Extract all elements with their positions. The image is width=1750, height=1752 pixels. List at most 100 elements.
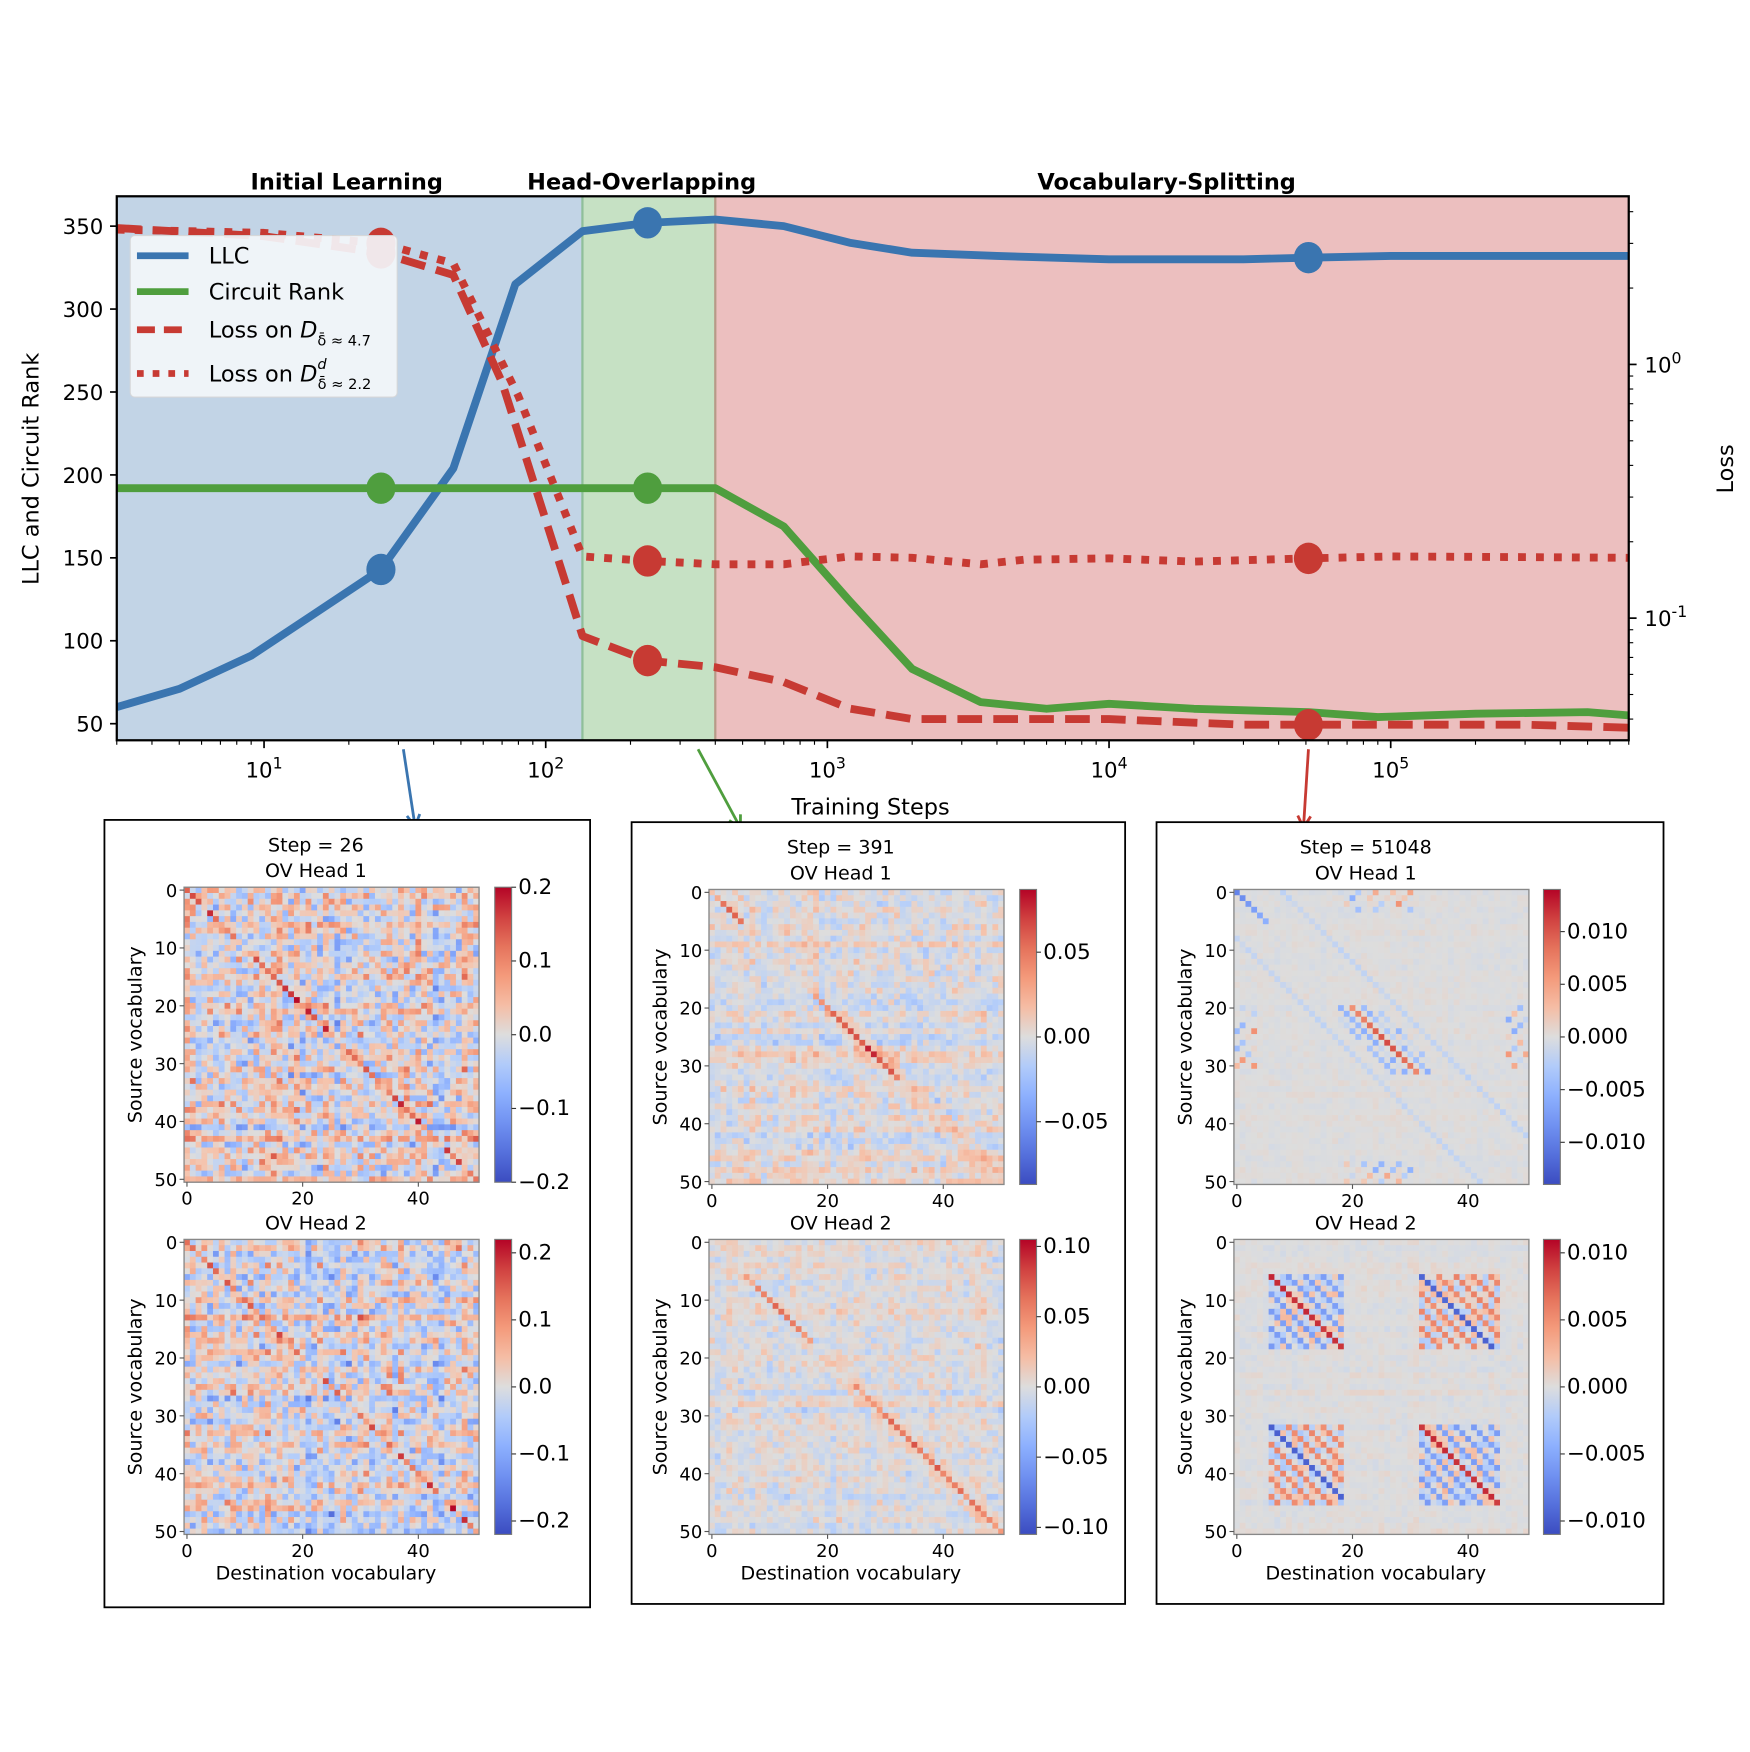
heatmap-cell xyxy=(363,893,370,900)
heatmap-cell xyxy=(259,1020,266,1027)
heatmap-cell xyxy=(322,1337,330,1344)
heatmap-cell xyxy=(311,1447,318,1454)
heatmap-cell xyxy=(236,1147,243,1154)
heatmap-cell xyxy=(218,1407,225,1414)
heatmap-cell xyxy=(212,887,220,894)
heatmap-cell xyxy=(427,939,434,946)
heatmap-cell xyxy=(369,1303,376,1310)
heatmap-cell xyxy=(288,1366,295,1373)
heatmap-cell xyxy=(241,979,249,986)
heatmap-cell xyxy=(369,1285,376,1292)
heatmap-cell xyxy=(427,1447,434,1454)
y-right-tick-label: 10-1 xyxy=(1644,602,1687,632)
heatmap-cell xyxy=(288,1164,295,1172)
heatmap-cell xyxy=(212,910,220,917)
heatmap-cell xyxy=(467,1372,474,1379)
heatmap-cell xyxy=(218,1020,225,1027)
heatmap-cell xyxy=(403,1389,411,1396)
heatmap-cell xyxy=(253,1089,260,1096)
heatmap-cell xyxy=(386,1285,393,1292)
heatmap-cell xyxy=(288,1355,295,1362)
heatmap-cell xyxy=(265,945,272,952)
heatmap-cell xyxy=(288,1470,295,1477)
heatmap-cell xyxy=(398,1031,405,1038)
heatmap-cell xyxy=(282,1049,289,1056)
heatmap-cell xyxy=(403,1020,411,1027)
heatmap-cell xyxy=(438,985,445,992)
heatmap-cell xyxy=(241,1130,249,1137)
heatmap-cell xyxy=(403,1470,411,1477)
heatmap-cell xyxy=(357,1372,364,1379)
heatmap-cell xyxy=(374,1083,382,1091)
heatmap-cell xyxy=(224,1476,231,1483)
heatmap-cell xyxy=(444,1118,451,1125)
heatmap-cell xyxy=(427,1464,434,1472)
heatmap-cell xyxy=(340,1002,347,1010)
heatmap-cell xyxy=(444,1482,451,1489)
heatmap-cell xyxy=(415,1482,422,1489)
heatmap-cell xyxy=(265,1436,272,1443)
heatmap-cell xyxy=(328,1470,335,1477)
heatmap-cell xyxy=(380,1326,387,1333)
heatmap-cell xyxy=(299,1337,306,1344)
heatmap-cell xyxy=(415,1107,422,1114)
heatmap-cell xyxy=(369,1453,376,1460)
heatmap-cell xyxy=(351,1303,358,1310)
heatmap-cell xyxy=(270,1176,278,1183)
heatmap-cell xyxy=(444,1389,451,1396)
heatmap-cell xyxy=(450,1297,457,1304)
x-tick-label: 103 xyxy=(809,753,846,783)
heatmap-cell xyxy=(293,1118,301,1125)
heatmap-cell xyxy=(334,1337,341,1344)
heatmap-cell xyxy=(259,973,266,981)
heatmap-cell xyxy=(236,1072,243,1079)
heatmap-cell xyxy=(380,973,387,981)
heatmap-cell xyxy=(184,1384,191,1391)
heatmap-cell xyxy=(328,1066,335,1073)
heatmap-cell xyxy=(473,1308,480,1315)
heatmap-cell xyxy=(346,1372,353,1379)
heatmap-cell xyxy=(403,1303,411,1310)
heatmap-cell xyxy=(461,1043,468,1050)
legend-label-4: Loss on Dd δ̄ ≈ 2.2 xyxy=(209,356,372,393)
heatmap-cell xyxy=(380,1314,387,1321)
heatmap-cell xyxy=(473,1384,480,1391)
heatmap-cell xyxy=(351,898,358,905)
heatmap-cell xyxy=(189,1355,197,1362)
heatmap-cell xyxy=(409,1135,416,1143)
heatmap-cell xyxy=(374,898,382,905)
heatmap-cell xyxy=(415,916,422,923)
heatmap-cell xyxy=(455,921,463,929)
heatmap-cell xyxy=(432,904,439,911)
heatmap-cell xyxy=(340,1343,347,1350)
heatmap-cell xyxy=(467,1268,474,1275)
heatmap-cell xyxy=(270,939,278,946)
heatmap-cell xyxy=(427,997,434,1004)
heatmap-cell xyxy=(427,1101,434,1108)
heatmap-cell xyxy=(398,1360,405,1368)
heatmap-cell xyxy=(334,1124,341,1131)
heatmap-cell xyxy=(357,1089,364,1096)
heatmap-cell xyxy=(207,1089,214,1096)
heatmap-cell xyxy=(259,1349,266,1356)
heatmap-cell xyxy=(218,1037,225,1044)
heatmap-cell xyxy=(236,1441,243,1449)
heatmap-cell xyxy=(374,991,382,998)
heatmap-cell xyxy=(461,1130,468,1137)
heatmap-cell xyxy=(184,1476,191,1483)
heatmap-cell xyxy=(293,1366,301,1373)
heatmap-cell xyxy=(247,1164,254,1172)
heatmap-cell xyxy=(201,1424,208,1431)
heatmap-cell xyxy=(403,1159,411,1166)
heatmap-cell xyxy=(184,1372,191,1379)
heatmap-cell xyxy=(398,1101,405,1108)
heatmap-cell xyxy=(455,1366,463,1373)
heatmap-cell xyxy=(455,1164,463,1172)
heatmap-cell xyxy=(224,1268,231,1275)
heatmap-cell xyxy=(189,1141,197,1148)
heatmap-cell xyxy=(346,1459,353,1466)
heatmap-cell xyxy=(311,968,318,975)
heatmap-cell xyxy=(461,1118,468,1125)
heatmap-cell xyxy=(270,985,278,992)
heatmap-cell xyxy=(427,1326,434,1333)
